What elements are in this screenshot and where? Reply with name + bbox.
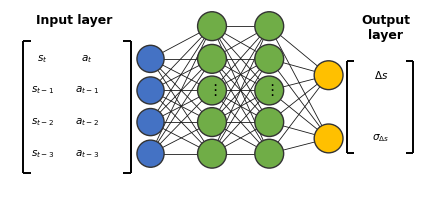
Text: $\Delta s$: $\Delta s$	[374, 69, 388, 81]
Text: $\vdots$: $\vdots$	[207, 82, 217, 99]
Text: $\vdots$: $\vdots$	[264, 82, 274, 99]
Text: $a_{t-2}$: $a_{t-2}$	[75, 116, 99, 128]
Ellipse shape	[137, 45, 164, 72]
Text: $\sigma_{\Delta s}$: $\sigma_{\Delta s}$	[372, 133, 389, 144]
Ellipse shape	[314, 124, 343, 153]
Text: $s_{t-3}$: $s_{t-3}$	[31, 148, 54, 160]
Text: $s_{t-1}$: $s_{t-1}$	[31, 85, 54, 96]
Ellipse shape	[255, 139, 284, 168]
Ellipse shape	[314, 61, 343, 90]
Ellipse shape	[198, 12, 226, 41]
Ellipse shape	[198, 44, 226, 73]
Text: $a_{t-3}$: $a_{t-3}$	[75, 148, 99, 160]
Ellipse shape	[137, 77, 164, 104]
Ellipse shape	[255, 44, 284, 73]
Ellipse shape	[255, 12, 284, 41]
Ellipse shape	[137, 109, 164, 136]
Text: $a_t$: $a_t$	[81, 53, 92, 65]
Text: $s_{t-2}$: $s_{t-2}$	[31, 116, 54, 128]
Ellipse shape	[198, 139, 226, 168]
Text: Output
layer: Output layer	[361, 14, 410, 42]
Ellipse shape	[198, 108, 226, 136]
Text: $s_t$: $s_t$	[37, 53, 47, 65]
Ellipse shape	[137, 140, 164, 167]
Text: $a_{t-1}$: $a_{t-1}$	[75, 85, 99, 96]
Text: Input layer: Input layer	[36, 14, 112, 27]
Ellipse shape	[255, 76, 284, 105]
Ellipse shape	[198, 76, 226, 105]
Ellipse shape	[255, 108, 284, 136]
